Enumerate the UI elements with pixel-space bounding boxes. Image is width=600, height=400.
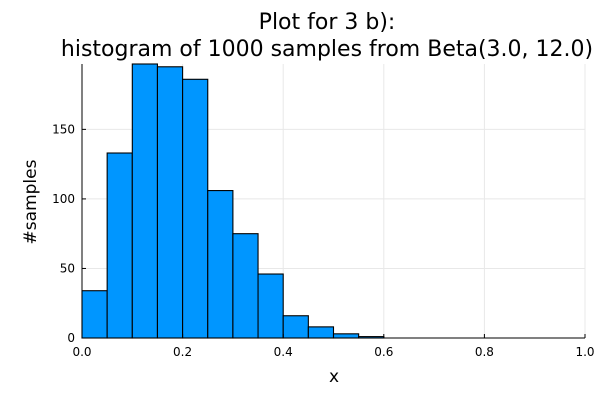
x-axis-label: x (329, 367, 339, 387)
histogram-bar (257, 273, 284, 339)
histogram-bar (307, 326, 335, 339)
y-tick-label: 0 (67, 331, 75, 345)
x-tick-label: 1.0 (575, 345, 594, 359)
histogram-bar (332, 333, 360, 339)
y-tick-label: 100 (52, 192, 75, 206)
tick-layer: 0.0 0.2 0.4 0.6 0.8 1.0 0 50 100 150 (52, 122, 594, 359)
histogram-bar (131, 63, 159, 339)
x-tick-label: 0.0 (72, 345, 91, 359)
bar-layer (81, 63, 385, 339)
chart-title-line-1: Plot for 3 b): (259, 10, 396, 35)
histogram-bar (282, 315, 309, 339)
x-tick-label: 0.6 (374, 345, 393, 359)
y-tick-label: 50 (60, 261, 75, 275)
x-tick-label: 0.8 (475, 345, 494, 359)
x-tick-label: 0.2 (173, 345, 192, 359)
chart-title-line-2: histogram of 1000 samples from Beta(3.0,… (61, 37, 593, 62)
histogram-bar (232, 233, 259, 339)
histogram-bar (207, 190, 234, 339)
histogram-bar (106, 152, 133, 339)
y-axis-label: #samples (21, 159, 41, 244)
axis-layer (81, 64, 585, 339)
x-tick-label: 0.4 (274, 345, 293, 359)
histogram-bar (182, 78, 209, 339)
histogram-bar (81, 290, 108, 339)
histogram-bar (156, 66, 184, 339)
y-tick-label: 150 (52, 122, 75, 136)
